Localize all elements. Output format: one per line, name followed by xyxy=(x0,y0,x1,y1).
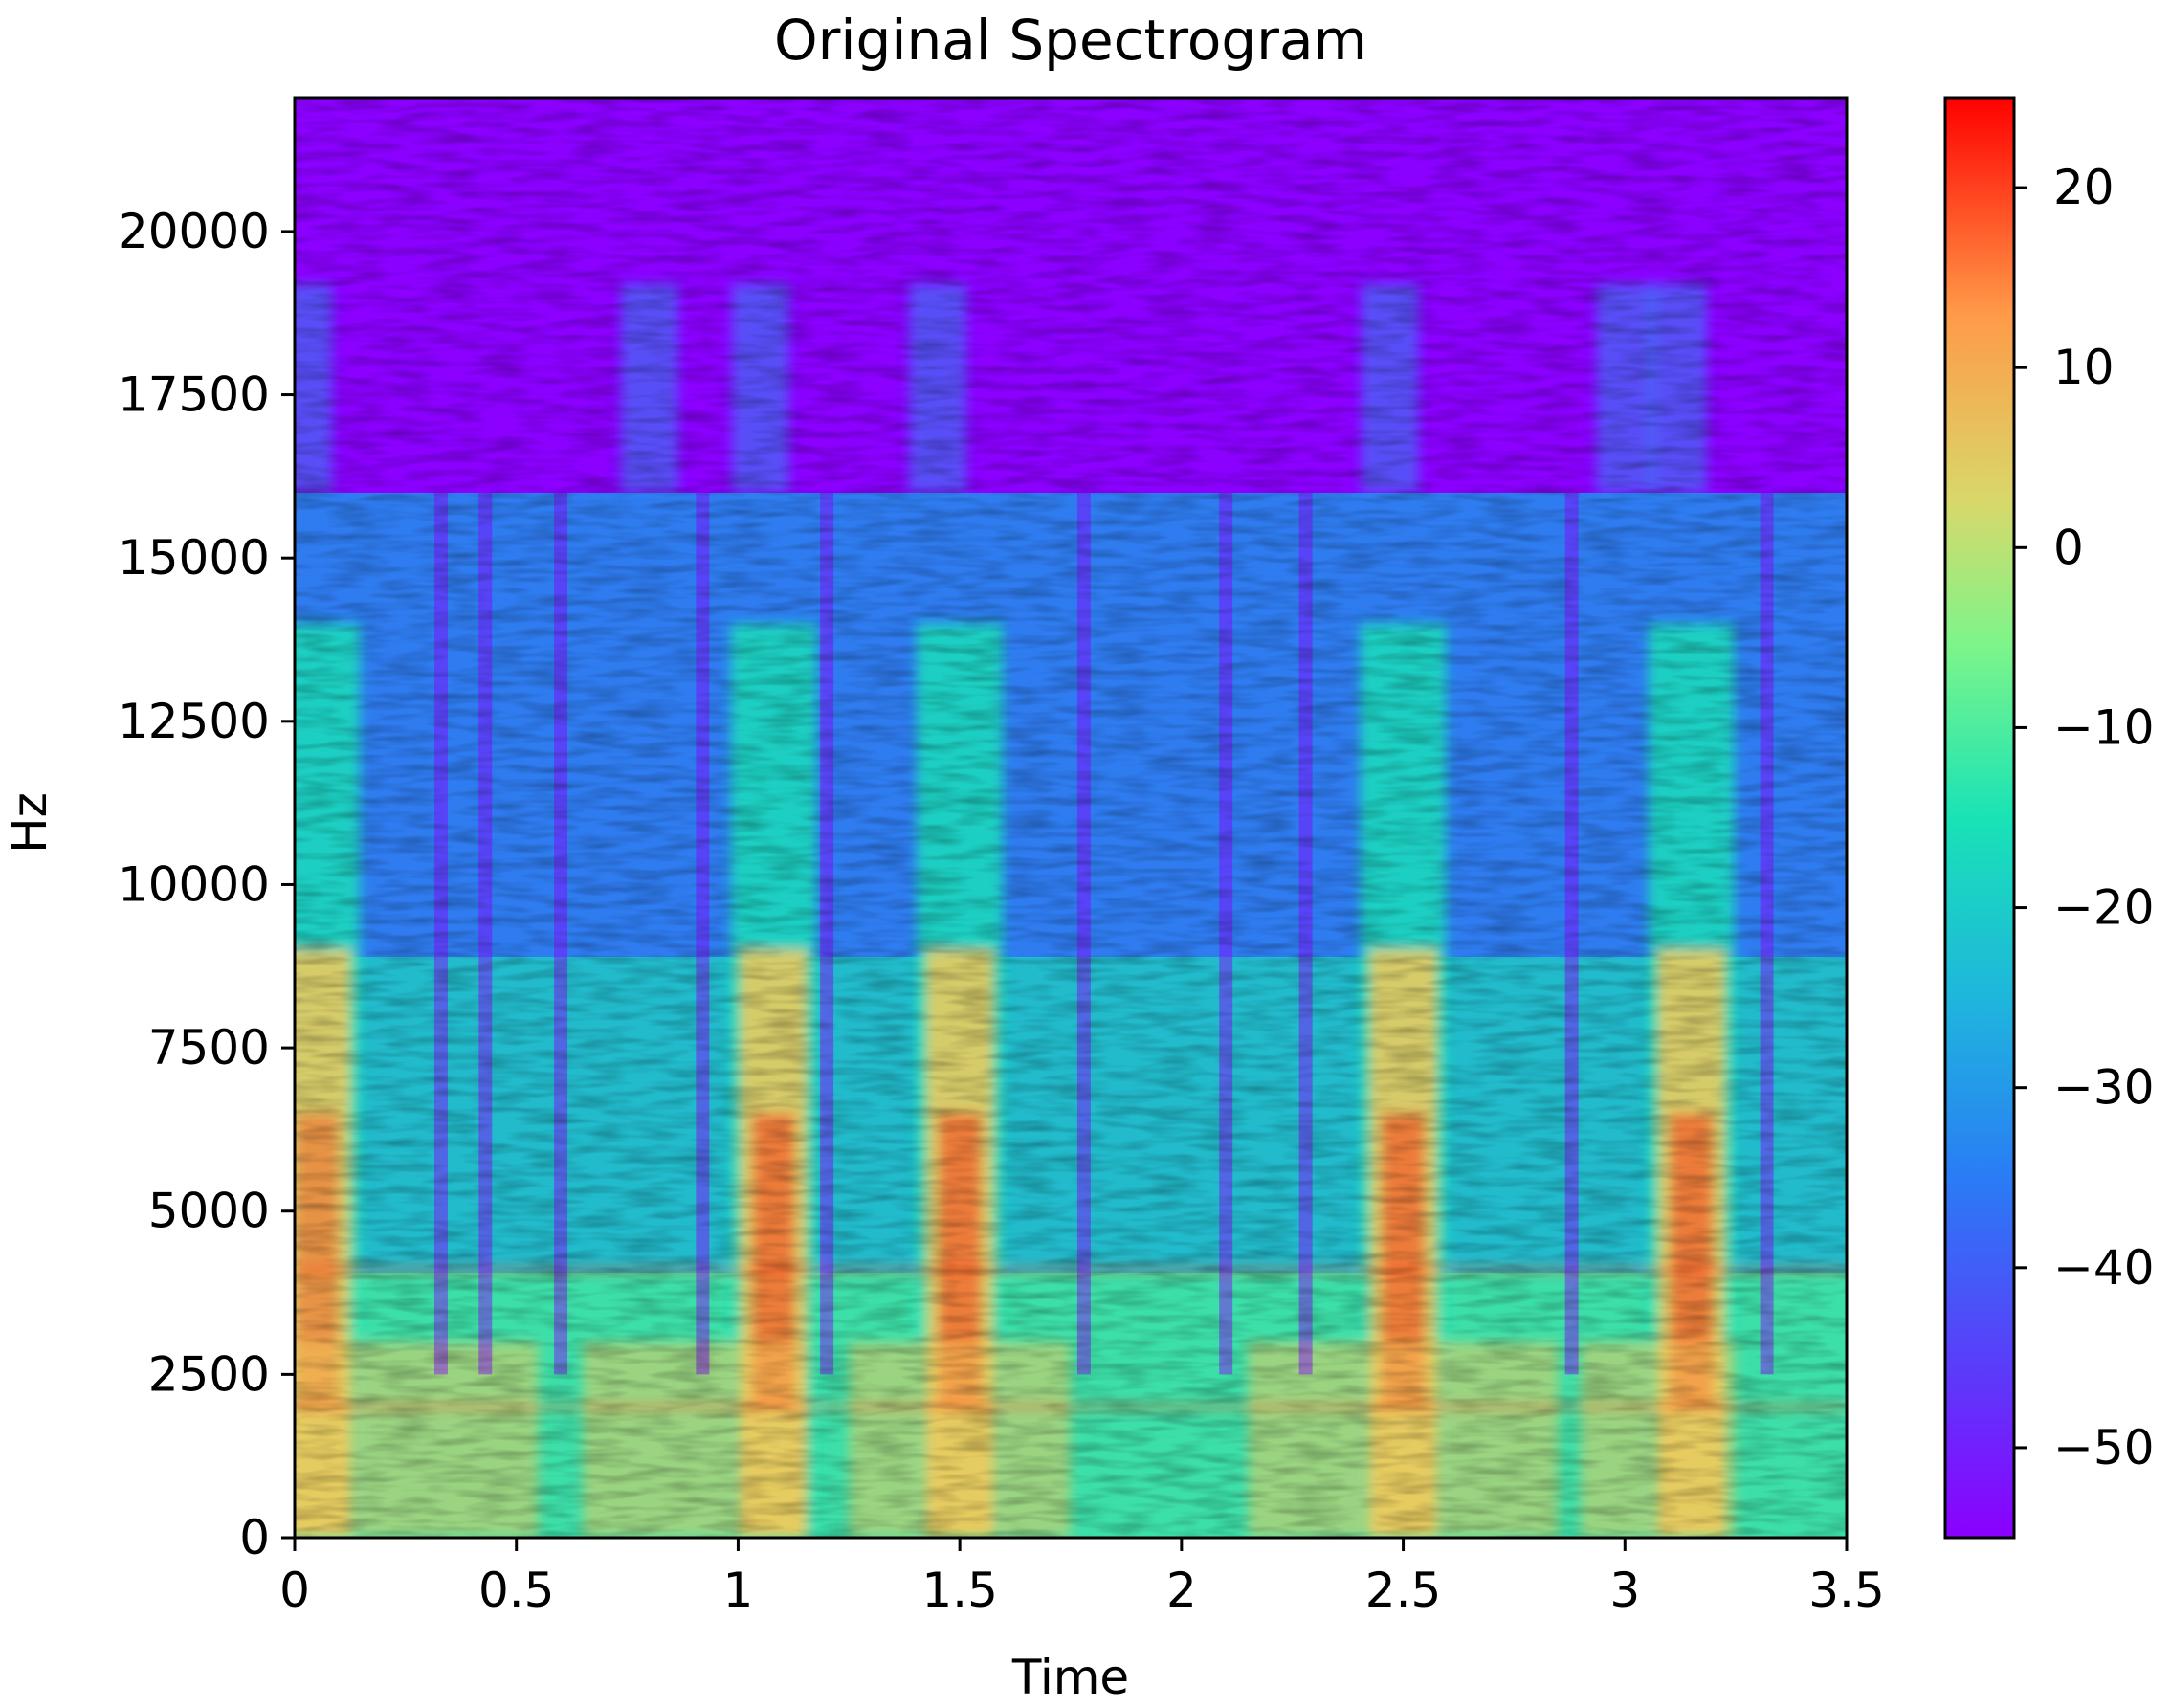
spectrogram-grain xyxy=(295,98,1847,1538)
x-tick-label: 1 xyxy=(723,1563,754,1618)
y-tick-label: 15000 xyxy=(118,530,270,586)
colorbar-tick-label: −40 xyxy=(2053,1240,2155,1296)
y-tick-label: 17500 xyxy=(118,367,270,423)
colorbar-tick-label: 10 xyxy=(2053,340,2115,395)
y-tick-label: 0 xyxy=(239,1510,270,1565)
colorbar-tick-label: 20 xyxy=(2053,160,2115,215)
y-tick-label: 20000 xyxy=(118,204,270,259)
colorbar-tick-label: −20 xyxy=(2053,880,2155,936)
x-tick-label: 3 xyxy=(1609,1563,1640,1618)
colorbar-tick-label: −10 xyxy=(2053,699,2155,755)
x-tick-label: 2.5 xyxy=(1365,1563,1442,1618)
y-tick-label: 2500 xyxy=(148,1346,270,1402)
colorbar-tick-label: −50 xyxy=(2053,1420,2155,1475)
plot-frame xyxy=(293,96,1849,1540)
y-tick-label: 12500 xyxy=(118,694,270,749)
y-axis-label: Hz xyxy=(2,792,57,854)
plot-area xyxy=(295,98,1847,1538)
colorbar xyxy=(1943,96,2016,1540)
y-axis: 0 2500 5000 7500 10000 12500 15000 17500 20000 xyxy=(118,204,295,1565)
x-tick-label: 0.5 xyxy=(478,1563,555,1618)
colorbar-axis: 20 10 0 −10 −20 −30 −40 −50 xyxy=(2014,160,2155,1475)
colorbar-tick-label: −30 xyxy=(2053,1060,2155,1116)
colorbar-tick-label: 0 xyxy=(2053,520,2084,575)
y-tick-label: 10000 xyxy=(118,856,270,912)
chart-title: Original Spectrogram xyxy=(774,8,1367,73)
x-axis-label: Time xyxy=(1011,1650,1129,1705)
x-axis: 0 0.5 1 1.5 2 2.5 3 3.5 xyxy=(279,1538,1885,1618)
y-tick-label: 7500 xyxy=(148,1020,270,1076)
x-tick-label: 1.5 xyxy=(921,1563,998,1618)
x-tick-label: 3.5 xyxy=(1808,1563,1885,1618)
x-tick-label: 0 xyxy=(279,1563,310,1618)
y-tick-label: 5000 xyxy=(148,1184,270,1239)
x-tick-label: 2 xyxy=(1166,1563,1197,1618)
